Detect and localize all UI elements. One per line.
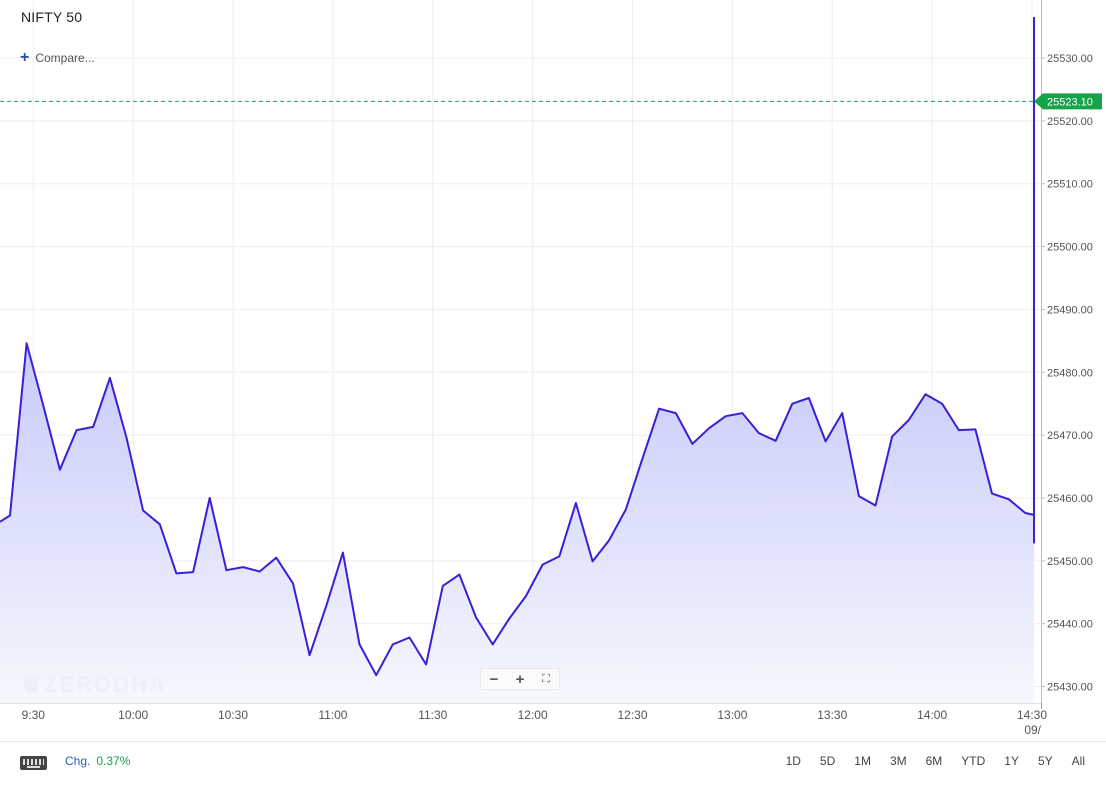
x-tick-label: 10:00 <box>118 708 148 722</box>
zoom-out-button[interactable]: − <box>489 670 499 688</box>
x-tick-label: 9:30 <box>22 708 46 722</box>
last-price-label: 25523.10 <box>1047 96 1093 108</box>
chart-axes <box>0 0 1042 709</box>
range-6m-button[interactable]: 6M <box>925 754 943 768</box>
compare-label: Compare... <box>35 51 95 65</box>
x-next-day-label: 09/ <box>1024 723 1041 737</box>
y-axis-labels: 25430.00 25440.00 25450.00 25460.00 25470.00… <box>1041 53 1093 694</box>
range-selector: 1D 5D 1M 3M 6M YTD 1Y 5Y All <box>767 754 1085 768</box>
y-tick-label: 25480.00 <box>1047 367 1093 379</box>
watermark-text: ZERODHA <box>44 672 167 697</box>
x-axis-labels: 9:30 10:00 10:30 11:00 11:30 12:00 12:30 13:00 1… <box>22 708 1048 737</box>
compare-button[interactable]: + Compare... <box>20 49 95 66</box>
x-tick-label: 11:00 <box>318 708 347 722</box>
plus-icon: + <box>20 49 30 66</box>
price-line <box>0 16 1035 677</box>
x-tick-label: 14:30 <box>1017 708 1047 722</box>
x-tick-label: 11:30 <box>418 708 447 722</box>
price-chart[interactable]: 25430.00 25440.00 25450.00 25460.00 25470.00… <box>0 0 1106 741</box>
bottom-toolbar: Chg. 0.37% 1D 5D 1M 3M 6M YTD 1Y 5Y All <box>0 741 1106 785</box>
y-tick-label: 25500.00 <box>1047 242 1093 254</box>
zerodha-logo-icon <box>22 677 38 693</box>
symbol-title[interactable]: NIFTY 50 <box>21 9 83 25</box>
y-tick-label: 25460.00 <box>1047 493 1093 505</box>
zoom-controls: − + ⛶ <box>480 668 560 690</box>
y-tick-label: 25490.00 <box>1047 304 1093 316</box>
zerodha-watermark: ZERODHA <box>22 672 167 698</box>
x-tick-label: 13:30 <box>817 708 847 722</box>
y-tick-label: 25450.00 <box>1047 556 1093 568</box>
x-tick-label: 14:00 <box>917 708 947 722</box>
change-label: Chg. <box>65 754 91 768</box>
range-3m-button[interactable]: 3M <box>889 754 907 768</box>
keyboard-icon[interactable] <box>20 756 47 770</box>
zoom-in-button[interactable]: + <box>515 670 525 688</box>
y-tick-label: 25440.00 <box>1047 619 1093 631</box>
range-all-button[interactable]: All <box>1071 754 1085 768</box>
y-tick-label: 25430.00 <box>1047 682 1093 694</box>
x-tick-label: 13:00 <box>717 708 747 722</box>
price-area-fill <box>0 17 1034 704</box>
x-tick-label: 12:30 <box>617 708 647 722</box>
y-tick-label: 25510.00 <box>1047 179 1093 191</box>
range-ytd-button[interactable]: YTD <box>961 754 986 768</box>
range-5d-button[interactable]: 5D <box>819 754 836 768</box>
range-1y-button[interactable]: 1Y <box>1004 754 1019 768</box>
fullscreen-button[interactable]: ⛶ <box>542 672 550 685</box>
range-1d-button[interactable]: 1D <box>785 754 801 768</box>
x-tick-label: 12:00 <box>518 708 548 722</box>
range-1m-button[interactable]: 1M <box>854 754 871 768</box>
y-tick-label: 25530.00 <box>1047 53 1093 65</box>
change-value: 0.37% <box>96 754 131 768</box>
last-price-marker: 25523.10 <box>0 93 1102 110</box>
y-tick-label: 25470.00 <box>1047 430 1093 442</box>
range-5y-button[interactable]: 5Y <box>1037 754 1053 768</box>
x-tick-label: 10:30 <box>218 708 248 722</box>
last-price-badge <box>1034 93 1102 110</box>
y-tick-label: 25520.00 <box>1047 116 1093 128</box>
change-indicator: Chg. 0.37% <box>65 754 130 768</box>
